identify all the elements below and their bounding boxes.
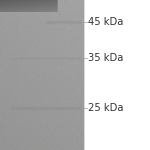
Text: 25 kDa: 25 kDa: [88, 103, 124, 113]
Text: 45 kDa: 45 kDa: [88, 17, 124, 27]
Text: 35 kDa: 35 kDa: [88, 53, 124, 63]
Bar: [84, 0, 150, 150]
